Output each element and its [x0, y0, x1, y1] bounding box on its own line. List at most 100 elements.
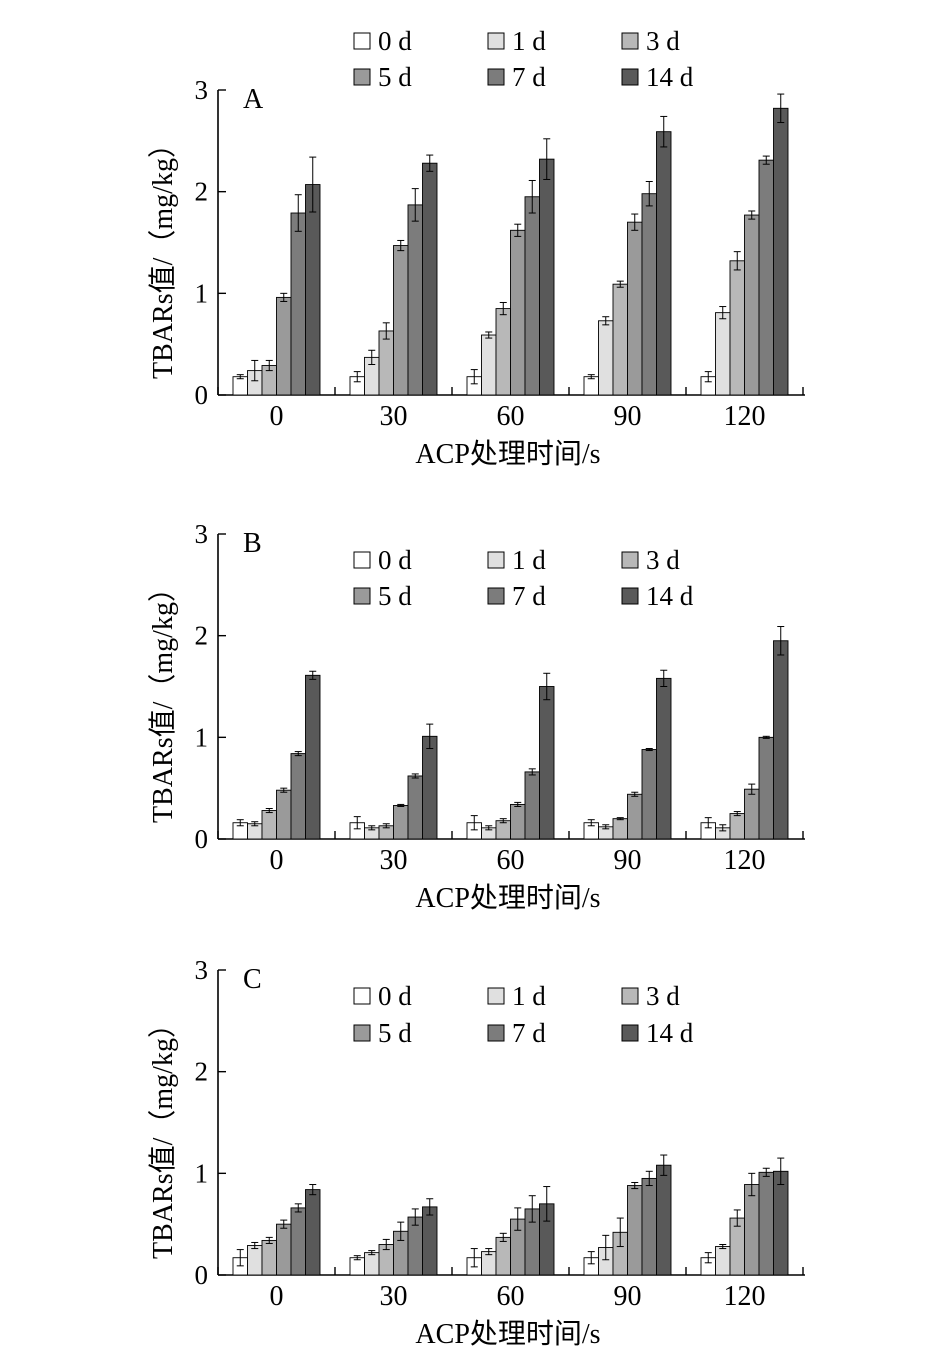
x-tick-label: 120 [724, 1281, 766, 1312]
y-tick-label: 0 [195, 824, 209, 854]
bar [612, 283, 628, 396]
bar [495, 308, 511, 396]
legend-swatch [621, 68, 639, 86]
legend-label: 0 d [378, 981, 412, 1011]
bar [393, 245, 409, 396]
legend-swatch [487, 32, 505, 50]
panel-label: A [243, 84, 264, 115]
x-axis-title: ACP处理时间/s [415, 438, 600, 470]
bar [510, 229, 526, 396]
bar [641, 193, 657, 396]
y-tick-label: 3 [195, 955, 209, 985]
bar [539, 158, 555, 396]
legend-label: 1 d [512, 26, 546, 56]
legend-label: 5 d [378, 581, 412, 611]
legend-label: 3 d [646, 26, 680, 56]
bar [773, 640, 789, 840]
legend-label: 1 d [512, 545, 546, 575]
bar [583, 376, 599, 396]
bar [393, 805, 409, 840]
bar [627, 1185, 643, 1276]
panel-label: B [243, 528, 262, 559]
bar [261, 810, 277, 840]
bar [744, 214, 760, 396]
x-tick-label: 30 [380, 845, 408, 876]
legend-swatch [353, 32, 371, 50]
legend-swatch [353, 551, 371, 569]
bar [539, 686, 555, 840]
x-tick-label: 0 [270, 845, 284, 876]
bar [524, 771, 540, 840]
y-tick-label: 2 [195, 621, 209, 651]
bar [290, 1207, 306, 1276]
bar [305, 1189, 321, 1276]
x-tick-label: 90 [614, 1281, 642, 1312]
bar [598, 320, 614, 396]
bar [276, 296, 292, 396]
bar [715, 312, 731, 396]
x-tick-label: 60 [497, 845, 525, 876]
legend-swatch [621, 551, 639, 569]
y-tick-label: 2 [195, 1057, 209, 1087]
bar [422, 162, 438, 396]
bar [422, 1206, 438, 1276]
bar [612, 818, 628, 840]
legend-label: 14 d [646, 581, 694, 611]
bar [261, 1239, 277, 1276]
bar [407, 1216, 423, 1276]
x-axis-title: ACP处理时间/s [415, 882, 600, 914]
legend-label: 7 d [512, 581, 546, 611]
bar [656, 677, 672, 840]
x-tick-label: 30 [380, 401, 408, 432]
bar [495, 820, 511, 840]
bar [758, 1171, 774, 1276]
bar [715, 1246, 731, 1276]
x-tick-label: 30 [380, 1281, 408, 1312]
legend-swatch [487, 987, 505, 1005]
legend-swatch [353, 1024, 371, 1042]
x-tick-label: 60 [497, 401, 525, 432]
bar [758, 159, 774, 396]
bar [407, 204, 423, 396]
y-tick-label: 1 [195, 722, 209, 752]
bar [729, 260, 745, 396]
bar [758, 736, 774, 840]
bar [276, 789, 292, 840]
y-tick-label: 3 [195, 75, 209, 105]
bar [510, 803, 526, 840]
legend-label: 3 d [646, 545, 680, 575]
legend-label: 14 d [646, 62, 694, 92]
legend-label: 0 d [378, 26, 412, 56]
legend-swatch [621, 32, 639, 50]
bar [247, 1245, 263, 1276]
x-axis-title: ACP处理时间/s [415, 1318, 600, 1350]
bar [627, 221, 643, 396]
bar [729, 813, 745, 840]
x-tick-label: 120 [724, 845, 766, 876]
y-axis-title: TBARs值/（mg/kg） [147, 1010, 179, 1259]
legend-swatch [487, 68, 505, 86]
bar [422, 735, 438, 840]
y-axis-title: TBARs值/（mg/kg） [147, 574, 179, 823]
x-tick-label: 60 [497, 1281, 525, 1312]
bar [364, 1252, 380, 1276]
y-tick-label: 3 [195, 519, 209, 549]
x-tick-label: 90 [614, 401, 642, 432]
legend-label: 1 d [512, 981, 546, 1011]
legend-swatch [353, 587, 371, 605]
y-tick-label: 0 [195, 380, 209, 410]
legend-label: 14 d [646, 1018, 694, 1048]
y-tick-label: 1 [195, 278, 209, 308]
bar [276, 1223, 292, 1276]
bar [481, 334, 497, 396]
legend-swatch [621, 1024, 639, 1042]
legend-swatch [487, 587, 505, 605]
x-tick-label: 120 [724, 401, 766, 432]
legend-swatch [487, 1024, 505, 1042]
legend-label: 5 d [378, 62, 412, 92]
legend-swatch [621, 987, 639, 1005]
bar [524, 196, 540, 396]
bar [290, 753, 306, 840]
